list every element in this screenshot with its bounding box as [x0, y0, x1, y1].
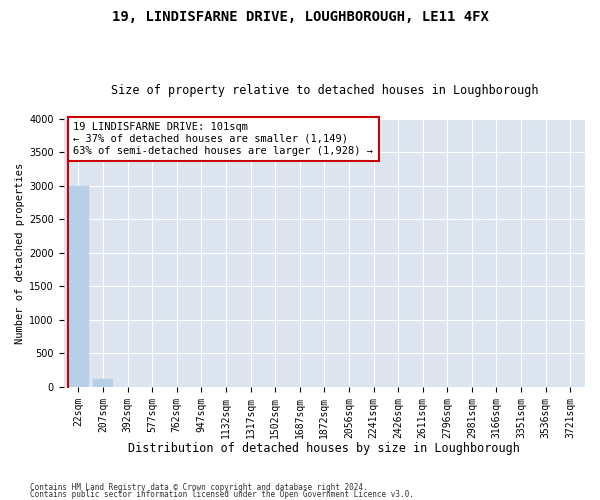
Text: 19 LINDISFARNE DRIVE: 101sqm
← 37% of detached houses are smaller (1,149)
63% of: 19 LINDISFARNE DRIVE: 101sqm ← 37% of de… [73, 122, 373, 156]
Text: Contains HM Land Registry data © Crown copyright and database right 2024.: Contains HM Land Registry data © Crown c… [30, 484, 368, 492]
Y-axis label: Number of detached properties: Number of detached properties [15, 162, 25, 344]
X-axis label: Distribution of detached houses by size in Loughborough: Distribution of detached houses by size … [128, 442, 520, 455]
Bar [92, 378, 113, 387]
Title: Size of property relative to detached houses in Loughborough: Size of property relative to detached ho… [110, 84, 538, 97]
Text: Contains public sector information licensed under the Open Government Licence v3: Contains public sector information licen… [30, 490, 414, 499]
Text: 19, LINDISFARNE DRIVE, LOUGHBOROUGH, LE11 4FX: 19, LINDISFARNE DRIVE, LOUGHBOROUGH, LE1… [112, 10, 488, 24]
Bar [68, 186, 89, 387]
